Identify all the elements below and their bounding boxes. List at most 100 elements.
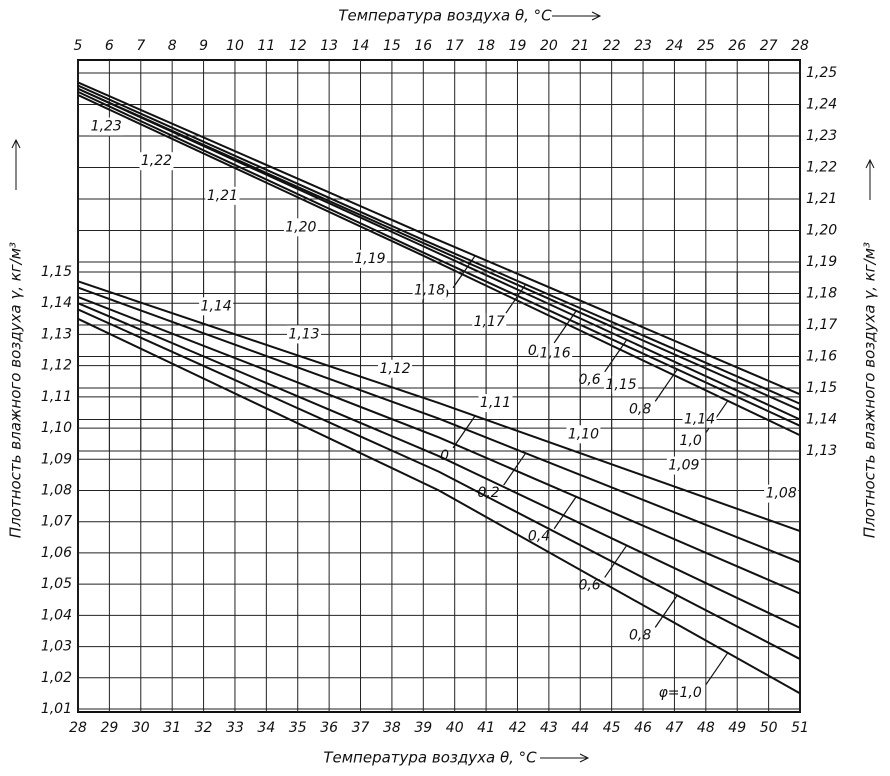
y-tick-label: 1,17 [806,317,837,333]
y-tick-label: 1,22 [806,160,837,176]
x-tick-label: 37 [352,720,370,736]
x-tick-label: 5 [74,38,83,54]
series-line [77,81,801,396]
isoline-label: 1,15 [605,377,636,393]
isoline-label: 1,12 [379,361,410,377]
right-axis-title: Плотность влажного воздуха γ, кг/м³ [861,242,879,538]
label-leader [553,310,577,344]
x-tick-label: 16 [414,38,432,54]
x-tick-label: 48 [697,720,715,736]
y-tick-label: 1,08 [41,483,72,499]
x-tick-label: 23 [634,38,652,54]
annotation-bg [666,456,701,475]
x-tick-label: 30 [132,720,150,736]
x-tick-label: 17 [446,38,464,54]
y-tick-label: 1,11 [41,389,72,405]
x-tick-label: 25 [697,38,715,54]
x-tick-label: 49 [728,720,746,736]
annotation-bg [604,375,639,394]
top-axis-title: Температура воздуха θ, °C [338,7,552,25]
series-label: 0,6 [578,372,600,388]
annotation-bg [764,484,799,503]
isoline-label: 1,14 [684,412,715,428]
series-line [77,302,801,629]
y-tick-label: 1,03 [41,639,72,655]
label-leader [503,284,527,317]
arrow [11,138,21,190]
x-tick-label: 34 [257,720,275,736]
x-tick-label: 10 [226,38,244,54]
isoline-label: 1,19 [354,251,385,267]
x-tick-label: 8 [168,38,177,54]
isoline-label: 1,21 [207,188,238,204]
bottom-axis-title: Температура воздуха θ, °C [323,749,537,767]
x-tick-label: 27 [760,38,778,54]
y-tick-label: 1,24 [806,97,837,113]
x-tick-label: 26 [728,38,746,54]
annotation-bg [378,359,413,378]
annotation-bg [139,152,174,171]
x-tick-label: 28 [791,38,809,54]
y-tick-label: 1,25 [806,65,837,81]
y-tick-label: 1,20 [806,223,837,239]
x-tick-label: 47 [666,720,684,736]
annotation-bg [283,218,318,237]
x-tick-label: 29 [100,720,118,736]
y-tick-label: 1,01 [41,701,72,717]
series-label: 0,2 [477,485,499,501]
arrow [552,11,602,21]
label-leader [654,595,678,628]
series-line [77,296,801,595]
series-line [77,308,801,660]
y-tick-label: 1,14 [806,412,837,428]
y-tick-label: 1,14 [41,295,72,311]
annotation-bg [478,394,513,413]
series-label: 0,4 [528,529,550,545]
isoline-label: 1,08 [766,486,797,502]
x-tick-label: 22 [603,38,621,54]
annotation-bg [566,425,601,444]
annotation-bg [89,117,124,136]
x-tick-label: 13 [320,38,338,54]
x-tick-label: 38 [383,720,401,736]
y-tick-label: 1,18 [806,286,837,302]
y-tick-label: 1,02 [41,670,72,686]
x-tick-label: 7 [136,38,145,54]
isoline-label: 1,17 [474,314,505,330]
isoline-label: 1,10 [568,426,599,442]
plot-frame [77,59,801,713]
x-tick-label: 21 [571,38,589,54]
isoline-label: 1,16 [540,345,571,361]
isoline-label: 1,11 [480,395,511,411]
x-tick-label: 12 [289,38,307,54]
x-tick-label: 50 [760,720,778,736]
y-tick-label: 1,04 [41,607,72,623]
x-tick-label: 46 [634,720,652,736]
x-tick-label: 11 [257,38,275,54]
label-leader [452,415,476,449]
x-tick-label: 28 [69,720,87,736]
y-tick-label: 1,12 [41,358,72,374]
series-label: 0,8 [629,627,651,643]
y-tick-label: 1,15 [41,264,72,280]
isoline-label: 1,13 [288,326,319,342]
x-tick-label: 31 [163,720,181,736]
isoline-label: 1,22 [141,153,172,169]
series-line [77,90,801,427]
y-tick-label: 1,21 [806,191,837,207]
x-tick-label: 14 [352,38,370,54]
y-tick-label: 1,05 [41,576,72,592]
series-line [77,94,801,437]
series-line [77,317,801,695]
series-line [77,87,801,411]
y-tick-label: 1,13 [41,326,72,342]
x-tick-label: 51 [791,720,809,736]
x-tick-label: 18 [477,38,495,54]
arrow [540,753,590,763]
x-tick-label: 40 [446,720,464,736]
annotation-bg [472,312,507,331]
x-tick-label: 43 [540,720,558,736]
y-tick-label: 1,19 [806,254,837,270]
y-tick-label: 1,13 [806,443,837,459]
